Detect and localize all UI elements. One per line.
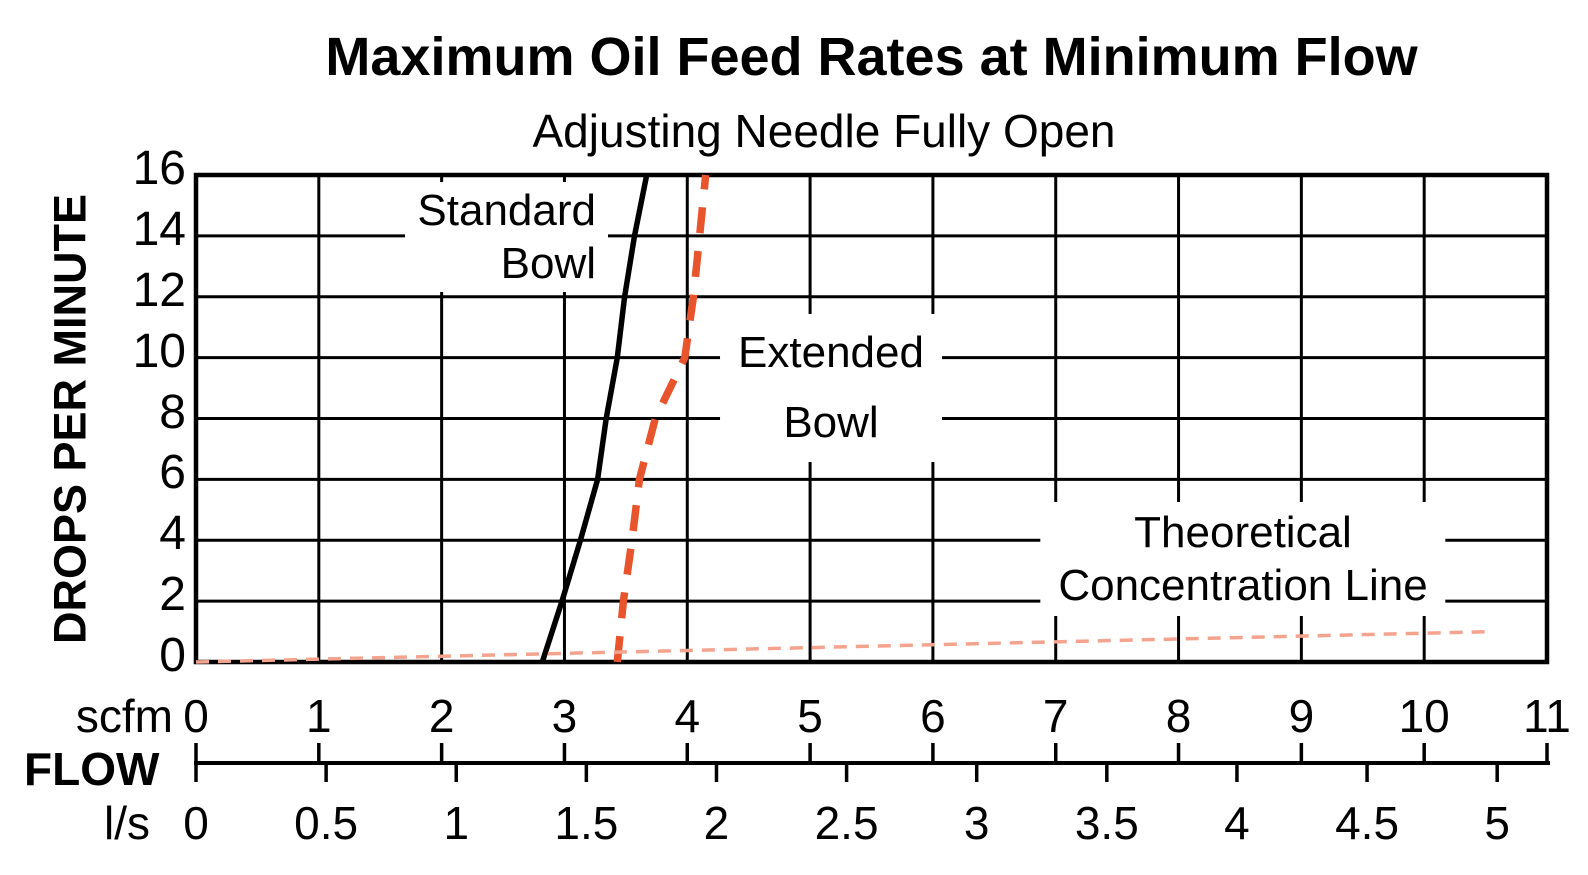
x-tick-label-scfm: 10 xyxy=(1398,690,1450,742)
y-tick-label: 4 xyxy=(159,507,186,561)
x-tick-label-scfm: 9 xyxy=(1288,690,1315,742)
plot-border xyxy=(193,172,1550,665)
y-tick-label: 14 xyxy=(132,202,186,256)
y-tick-label: 6 xyxy=(159,446,186,500)
chart-subtitle: Adjusting Needle Fully Open xyxy=(532,105,1116,157)
y-tick-label: 12 xyxy=(132,263,186,317)
x-tick-label-scfm: 6 xyxy=(920,690,946,742)
scfm-unit-label: scfm xyxy=(75,690,173,742)
x-tick-label-ls: 1.5 xyxy=(554,797,619,849)
theoretical-label-line: Concentration Line xyxy=(1058,561,1428,610)
x-tick-label-ls: 2 xyxy=(703,797,730,849)
y-tick-label: 16 xyxy=(132,142,186,195)
x-tick-label-scfm: 1 xyxy=(306,690,332,742)
x-tick-label-ls: 2.5 xyxy=(814,797,879,849)
x-tick-label-scfm: 7 xyxy=(1042,690,1069,742)
x-tick-label-scfm: 4 xyxy=(674,690,701,742)
series-extended-bowl xyxy=(613,174,710,663)
chart-title: Maximum Oil Feed Rates at Minimum Flow xyxy=(325,27,1418,87)
x-tick-label-ls: 3.5 xyxy=(1074,797,1139,849)
x-tick-label-ls: 4.5 xyxy=(1335,797,1400,849)
x-tick-label-ls: 0 xyxy=(183,797,209,849)
y-tick-label: 10 xyxy=(132,324,186,378)
theoretical-label: Theoretical Concentration Line xyxy=(1040,502,1446,616)
x-tick-label-ls: 3 xyxy=(963,797,990,849)
x-tick-label-scfm: 11 xyxy=(1523,690,1571,742)
standard-bowl-label-line: Standard xyxy=(417,186,596,235)
series-theoretical-concentration-line xyxy=(195,629,1494,664)
series-standard-bowl xyxy=(539,174,650,663)
ls-unit-label: l/s xyxy=(104,797,150,849)
standard-bowl-label-line: Bowl xyxy=(500,239,596,288)
extended-bowl-label: Extended Bowl xyxy=(720,314,942,462)
x-tick-label-scfm: 3 xyxy=(551,690,578,742)
extended-bowl-label-line: Extended xyxy=(738,328,924,377)
y-axis-title: DROPS PER MINUTE xyxy=(44,193,96,645)
standard-bowl-label: Standard Bowl xyxy=(405,182,608,292)
x-tick-label-ls: 0.5 xyxy=(294,797,359,849)
flow-axis-title: FLOW xyxy=(24,743,160,795)
theoretical-label-line: Theoretical xyxy=(1134,508,1352,557)
y-tick-label: 2 xyxy=(159,568,186,622)
x-tick-label-scfm: 2 xyxy=(428,690,455,742)
y-tick-label: 0 xyxy=(159,629,186,682)
y-tick-label: 8 xyxy=(159,385,186,439)
x-tick-label-ls: 4 xyxy=(1224,797,1250,849)
x-tick-label-scfm: 0 xyxy=(183,690,209,742)
x-tick-label-scfm: 5 xyxy=(797,690,823,742)
x-tick-label-ls: 1 xyxy=(443,797,470,849)
x-tick-label-ls: 5 xyxy=(1484,797,1510,849)
extended-bowl-label-line: Bowl xyxy=(783,398,879,447)
x-tick-label-scfm: 8 xyxy=(1165,690,1192,742)
